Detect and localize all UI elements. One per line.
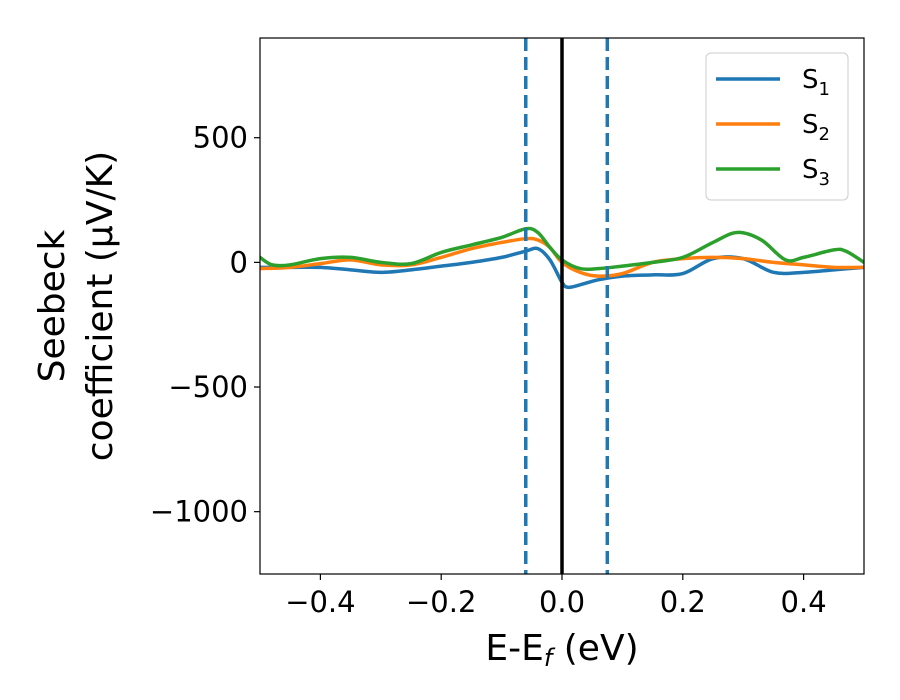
x-axis-label-main: E-E <box>485 628 543 669</box>
legend: S1 S2 S3 <box>705 52 849 201</box>
x-tick-label: −0.2 <box>406 585 476 619</box>
x-axis-label-unit: (eV) <box>552 628 638 669</box>
y-tick-label: 500 <box>193 121 248 155</box>
y-tick-label: 0 <box>230 245 248 279</box>
y-axis-label: Seebeck coefficient (μV/K) <box>32 151 121 461</box>
x-axis: −0.4 −0.2 0.0 0.2 0.4 <box>285 574 827 619</box>
x-tick-label: 0.2 <box>660 585 706 619</box>
legend-box <box>705 52 849 201</box>
x-tick-label: 0.0 <box>539 585 585 619</box>
y-tick-label: −1000 <box>150 495 248 529</box>
x-axis-label: E-Ef (eV) <box>485 628 638 672</box>
legend-label-s2: S2 <box>802 110 830 145</box>
y-axis: 500 0 −500 −1000 <box>150 121 260 529</box>
reference-lines <box>524 38 610 574</box>
y-axis-label-line1: Seebeck <box>32 229 73 382</box>
x-tick-label: 0.4 <box>781 585 827 619</box>
x-tick-label: −0.4 <box>285 585 355 619</box>
legend-label-s1: S1 <box>802 65 830 100</box>
legend-label-s3: S3 <box>802 155 830 190</box>
y-tick-label: −500 <box>168 370 248 404</box>
y-axis-label-line2: coefficient (μV/K) <box>80 151 121 461</box>
